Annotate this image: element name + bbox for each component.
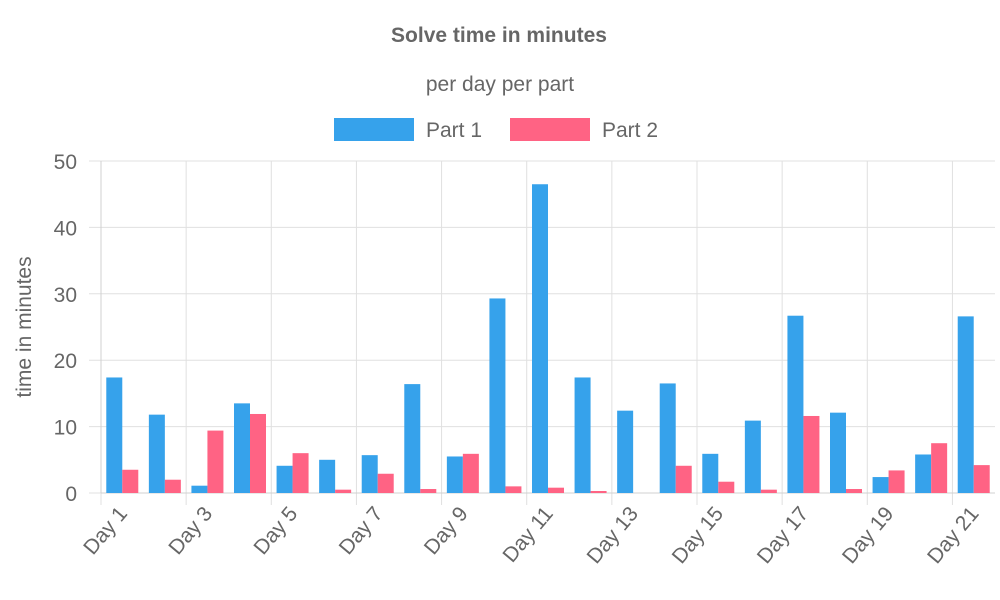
bar-part-2[interactable] — [207, 430, 224, 493]
y-tick-label: 10 — [54, 417, 77, 440]
legend[interactable]: Part 1 Part 2 — [334, 118, 658, 142]
bar-part-1[interactable] — [361, 455, 378, 493]
chart-title: Solve time in minutes — [391, 24, 607, 47]
bar-part-1[interactable] — [532, 184, 548, 494]
bar-part-2[interactable] — [973, 465, 990, 493]
bar-part-1[interactable] — [106, 377, 123, 493]
y-tick-label: 0 — [65, 483, 77, 506]
y-tick-label: 40 — [54, 217, 77, 240]
bar-part-1[interactable] — [319, 459, 336, 493]
bar-part-1[interactable] — [744, 420, 761, 493]
bar-part-2[interactable] — [590, 491, 607, 493]
bar-part-1[interactable] — [404, 384, 421, 493]
bar-part-1[interactable] — [915, 454, 932, 493]
bar-part-2[interactable] — [250, 413, 266, 493]
x-tick-label: Day 7 — [335, 502, 388, 559]
x-tick-label: Day 13 — [583, 502, 643, 568]
legend-label-part-1[interactable]: Part 1 — [426, 119, 482, 142]
bar-part-1[interactable] — [957, 316, 974, 493]
bar-part-2[interactable] — [760, 489, 777, 493]
bar-part-2[interactable] — [548, 487, 564, 493]
y-tick-label: 30 — [54, 284, 77, 307]
bar-part-2[interactable] — [675, 465, 692, 493]
x-tick-label: Day 11 — [498, 502, 557, 567]
x-tick-label: Day 15 — [668, 502, 728, 568]
legend-swatch-part-2[interactable] — [510, 118, 590, 141]
bar-part-2[interactable] — [718, 481, 735, 493]
bar-part-1[interactable] — [787, 315, 804, 493]
bar-part-2[interactable] — [846, 489, 862, 493]
bar-part-1[interactable] — [191, 485, 208, 493]
bar-part-2[interactable] — [122, 469, 139, 493]
bar-part-1[interactable] — [276, 465, 293, 493]
bar-part-2[interactable] — [377, 473, 394, 493]
x-tick-label: Day 1 — [79, 502, 132, 559]
bar-part-2[interactable] — [420, 489, 437, 493]
x-tick-label: Day 9 — [420, 502, 473, 559]
bar-part-1[interactable] — [830, 412, 846, 493]
legend-label-part-2[interactable]: Part 2 — [602, 119, 658, 142]
bar-part-2[interactable] — [462, 453, 479, 493]
x-tick-label: Day 21 — [923, 502, 983, 568]
x-tick-label: Day 3 — [164, 502, 217, 559]
bars — [106, 184, 990, 494]
y-tick-label: 20 — [54, 350, 77, 373]
bar-part-1[interactable] — [148, 414, 165, 493]
bar-part-1[interactable] — [446, 456, 463, 493]
y-ticks: 0 10 20 30 40 50 — [54, 151, 77, 506]
bar-part-2[interactable] — [888, 470, 905, 493]
bar-part-1[interactable] — [659, 383, 676, 493]
bar-part-1[interactable] — [872, 477, 889, 493]
x-tick-label: Day 19 — [838, 502, 898, 568]
chart-subtitle: per day per part — [426, 73, 574, 96]
bar-part-2[interactable] — [931, 443, 948, 493]
bar-part-1[interactable] — [702, 453, 719, 493]
bar-part-1[interactable] — [234, 403, 250, 493]
bar-part-1[interactable] — [489, 298, 506, 493]
bar-part-2[interactable] — [335, 489, 352, 493]
bar-part-2[interactable] — [803, 415, 820, 493]
x-tick-label: Day 17 — [753, 502, 813, 568]
y-tick-label: 50 — [54, 151, 77, 174]
x-ticks: Day 1 Day 3 Day 5 Day 7 Day 9 Day 11 Day 13 Day… — [79, 502, 983, 568]
bar-part-1[interactable] — [617, 410, 634, 493]
bar-part-2[interactable] — [164, 479, 181, 493]
bar-part-2[interactable] — [505, 486, 522, 493]
y-axis-label: time in minutes — [13, 256, 36, 397]
legend-swatch-part-1[interactable] — [334, 118, 414, 141]
x-tick-label: Day 5 — [250, 502, 303, 559]
bar-part-2[interactable] — [292, 453, 309, 493]
bar-part-1[interactable] — [574, 377, 591, 493]
